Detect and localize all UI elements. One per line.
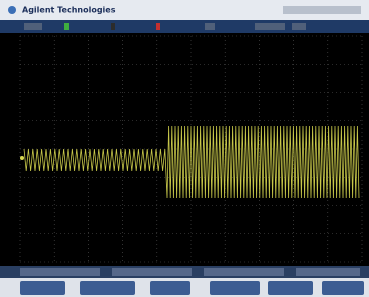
status-field bbox=[112, 268, 192, 276]
channel-marker bbox=[64, 23, 69, 30]
brand: Agilent Technologies bbox=[22, 6, 116, 15]
softkey[interactable] bbox=[80, 281, 135, 295]
scope-screen: Agilent Technologies bbox=[0, 0, 369, 297]
channel-label bbox=[292, 23, 306, 30]
channel-label bbox=[205, 23, 215, 30]
channel-marker bbox=[156, 23, 160, 30]
ground-marker bbox=[20, 156, 24, 160]
display bbox=[0, 33, 369, 266]
date-field bbox=[283, 6, 361, 14]
page: {"header": {"brand": "Agilent Technologi… bbox=[0, 0, 369, 297]
status-field bbox=[20, 268, 100, 276]
logo bbox=[8, 6, 16, 14]
softkey[interactable] bbox=[268, 281, 313, 295]
softkey[interactable] bbox=[322, 281, 364, 295]
channel-label bbox=[24, 23, 42, 30]
status-field bbox=[296, 268, 360, 276]
channel-label bbox=[255, 23, 285, 30]
softkey[interactable] bbox=[210, 281, 260, 295]
softkey[interactable] bbox=[20, 281, 65, 295]
status-field bbox=[204, 268, 284, 276]
channel-bar bbox=[0, 20, 369, 33]
softkey[interactable] bbox=[150, 281, 190, 295]
channel-marker bbox=[111, 23, 115, 30]
